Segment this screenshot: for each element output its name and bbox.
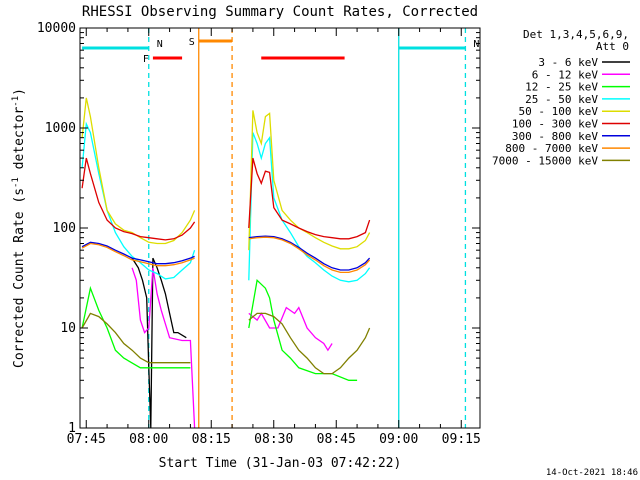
series-line: [81, 242, 195, 267]
series-line: [131, 267, 196, 429]
flag-label: N: [157, 39, 163, 50]
legend-label: 800 - 7000 keV: [505, 142, 598, 155]
legend-label: 7000 - 15000 keV: [492, 154, 598, 167]
legend-label: 100 - 300 keV: [512, 118, 598, 131]
series-line: [81, 157, 196, 241]
series-line: [81, 97, 196, 245]
series-line: [248, 312, 371, 375]
series-line: [248, 132, 371, 283]
series-line: [248, 157, 371, 240]
series-line: [131, 257, 187, 429]
x-tick-label: 08:30: [254, 432, 293, 447]
flag-label: S: [189, 37, 195, 48]
series-line: [248, 236, 371, 274]
legend-label: 50 - 100 keV: [519, 105, 599, 118]
x-tick-label: 09:15: [442, 432, 481, 447]
footer-date: 14-Oct-2021 18:46: [546, 468, 638, 478]
flag-label: F: [143, 54, 149, 65]
legend-label: 25 - 50 keV: [525, 93, 598, 106]
flag-label: N: [473, 39, 479, 50]
x-tick-label: 08:45: [317, 432, 356, 447]
series-line: [81, 241, 195, 265]
y-tick-label: 10: [60, 321, 76, 336]
legend-label: 6 - 12 keV: [532, 68, 599, 81]
series-line: [248, 235, 371, 271]
x-tick-label: 09:00: [379, 432, 418, 447]
x-axis-label: Start Time (31-Jan-03 07:42:22): [159, 456, 402, 471]
series-line: [81, 285, 191, 369]
series-line: [81, 312, 191, 364]
y-tick-label: 1: [68, 421, 76, 436]
legend-label: 3 - 6 keV: [538, 56, 598, 69]
y-axis-label: Corrected Count Rate (s-1 detector-1): [11, 88, 27, 368]
series-line: [248, 278, 358, 381]
y-tick-label: 1000: [45, 121, 76, 136]
y-tick-label: 100: [53, 221, 76, 236]
y-tick-label: 10000: [37, 21, 76, 36]
legend-header: Att 0: [596, 40, 629, 53]
legend-label: 12 - 25 keV: [525, 81, 598, 94]
x-tick-label: 08:15: [192, 432, 231, 447]
series-line: [248, 110, 371, 251]
legend-header: Det 1,3,4,5,6,9,: [523, 28, 629, 41]
chart-title: RHESSI Observing Summary Count Rates, Co…: [82, 4, 478, 20]
x-tick-label: 08:00: [129, 432, 168, 447]
x-tick-label: 07:45: [67, 432, 106, 447]
legend-label: 300 - 800 keV: [512, 130, 598, 143]
